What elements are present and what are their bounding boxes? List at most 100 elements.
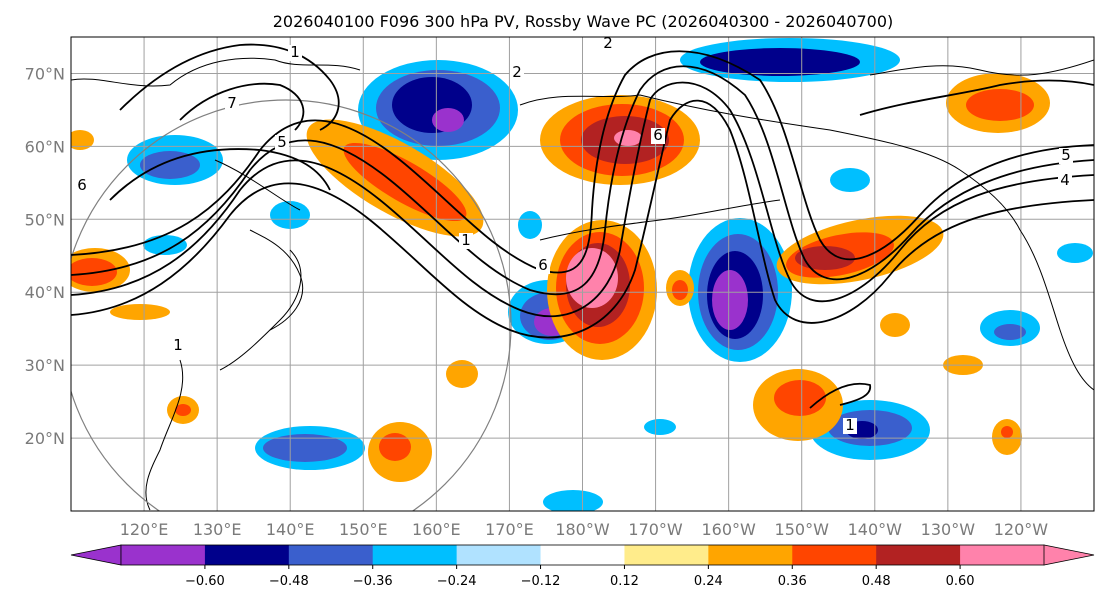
colorbar-tick-label: 0.48 [862,574,891,589]
longitude-label: 180°W [555,520,610,539]
latitude-label: 60°N [25,137,65,156]
contour-label-bg [651,128,665,144]
colorbar-tick-label: 0.60 [946,574,975,589]
contour-label-bg [75,178,89,194]
contour-label-bg [459,233,473,249]
longitude-label: 150°E [339,520,388,539]
contour-label: 5 [1061,146,1071,164]
colorbar-tick-label: −0.60 [185,574,225,589]
figure-title: 2026040100 F096 300 hPa PV, Rossby Wave … [273,12,894,31]
contour-label: 6 [653,126,663,144]
anomaly-pos-ring [446,360,478,388]
pv-contour-labels: 5 7 2 6 6 6 1 4 5 2 1 1 1 [75,37,1073,434]
longitude-label: 140°E [266,520,315,539]
anomaly-neg-ring [830,168,870,192]
contour-label-bg [225,96,239,112]
colorbar-under-arrow [70,544,122,566]
colorbar-over-arrow [1043,544,1095,566]
longitude-label: 170°W [628,520,683,539]
map-frame [70,36,1095,512]
anomaly-pos-core [672,280,688,300]
anomaly-pos-ring [71,130,94,150]
pv-contour [109,148,331,201]
latitude-labels: 70°N 60°N 50°N 40°N 30°N 20°N [25,64,65,448]
longitude-labels: 120°E 130°E 140°E 150°E 160°E 170°E 180°W 170°W… [120,520,1049,539]
contour-label: 1 [461,231,471,249]
longitude-label: 130°E [193,520,242,539]
colorbar-tick-label: −0.36 [353,574,393,589]
range-circle [71,99,512,511]
colorbar-segment [540,545,625,565]
latitude-label: 20°N [25,429,65,448]
contour-label: 6 [538,256,548,274]
anomaly-neg-ring [543,490,603,511]
colorbar-segment [708,545,793,565]
anomaly-pos-ring [880,313,910,337]
map-layers: 5 7 2 6 6 6 1 4 5 2 1 1 1 [71,37,1094,511]
contour-label-bg [171,338,185,354]
colorbar-tick-label: 0.12 [610,574,639,589]
anomaly-neg-ring [1057,243,1093,263]
contour-label: 4 [1060,171,1070,189]
pv-contour [809,382,872,409]
contour-label-bg [843,418,857,434]
contour-label: 5 [277,133,287,151]
contour-label-bg [1058,173,1072,189]
contour-label: 2 [512,63,522,81]
colorbar-segment [121,545,206,565]
colorbar-outline [120,544,1045,566]
map-gridlines [71,37,1094,511]
colorbar-segment [204,545,290,565]
contour-label-bg [601,37,615,52]
anomaly-neg-core [432,108,464,132]
anomaly-neg-core [994,324,1026,340]
contour-label-bg [510,65,524,81]
contour-label-bg [536,258,550,274]
longitude-label: 170°E [485,520,534,539]
latitude-label: 40°N [25,283,65,302]
colorbar: −0.60 −0.48 −0.36 −0.24 −0.12 0.12 0.24 0.36 0.4… [70,544,1095,589]
anomaly-pos-core [379,433,411,461]
pv-contour [71,50,1094,274]
colorbar-segment [876,545,961,565]
longitude-label: 130°W [921,520,976,539]
latitude-label: 70°N [25,64,65,83]
anomaly-pos-core [71,258,117,286]
colorbar-tick-label: −0.24 [437,574,477,589]
anomaly-neg-core [263,434,347,462]
contour-label: 1 [173,336,183,354]
coastline-alaska [519,94,1021,231]
anomaly-neg-ring [518,211,542,239]
pv-contour [859,79,1094,116]
coastline-arctic [869,59,1094,76]
colorbar-segment [960,545,1045,565]
colorbar-tick-label: −0.12 [521,574,561,589]
pv-contour [71,65,1094,296]
coastline-asia [71,57,361,511]
anomaly-neg-ring [700,48,860,76]
colorbar-tick-label: 0.24 [694,574,723,589]
colorbar-segment [372,545,458,565]
anomaly-pos-core [614,130,642,146]
anomaly-neg-core [712,270,748,330]
longitude-label: 120°E [120,520,169,539]
anomaly-pos-ring [110,304,170,320]
colorbar-tick-label: 0.36 [778,574,807,589]
anomaly-pos-core [175,404,191,416]
anomaly-pos-core [966,89,1034,121]
contour-label: 6 [77,176,87,194]
coastline-aleutians [539,199,781,241]
longitude-label: 160°E [412,520,461,539]
anomaly-neg-ring [644,419,676,435]
latitude-label: 50°N [25,210,65,229]
latitude-label: 30°N [25,356,65,375]
colorbar-segment [624,545,709,565]
longitude-label: 120°W [994,520,1049,539]
longitude-label: 140°W [848,520,903,539]
colorbar-segment [792,545,877,565]
coastline-north-america [1019,229,1094,391]
pv-contours [71,43,1094,409]
contour-label: 1 [290,43,300,61]
anomaly-neg-core [140,151,200,179]
